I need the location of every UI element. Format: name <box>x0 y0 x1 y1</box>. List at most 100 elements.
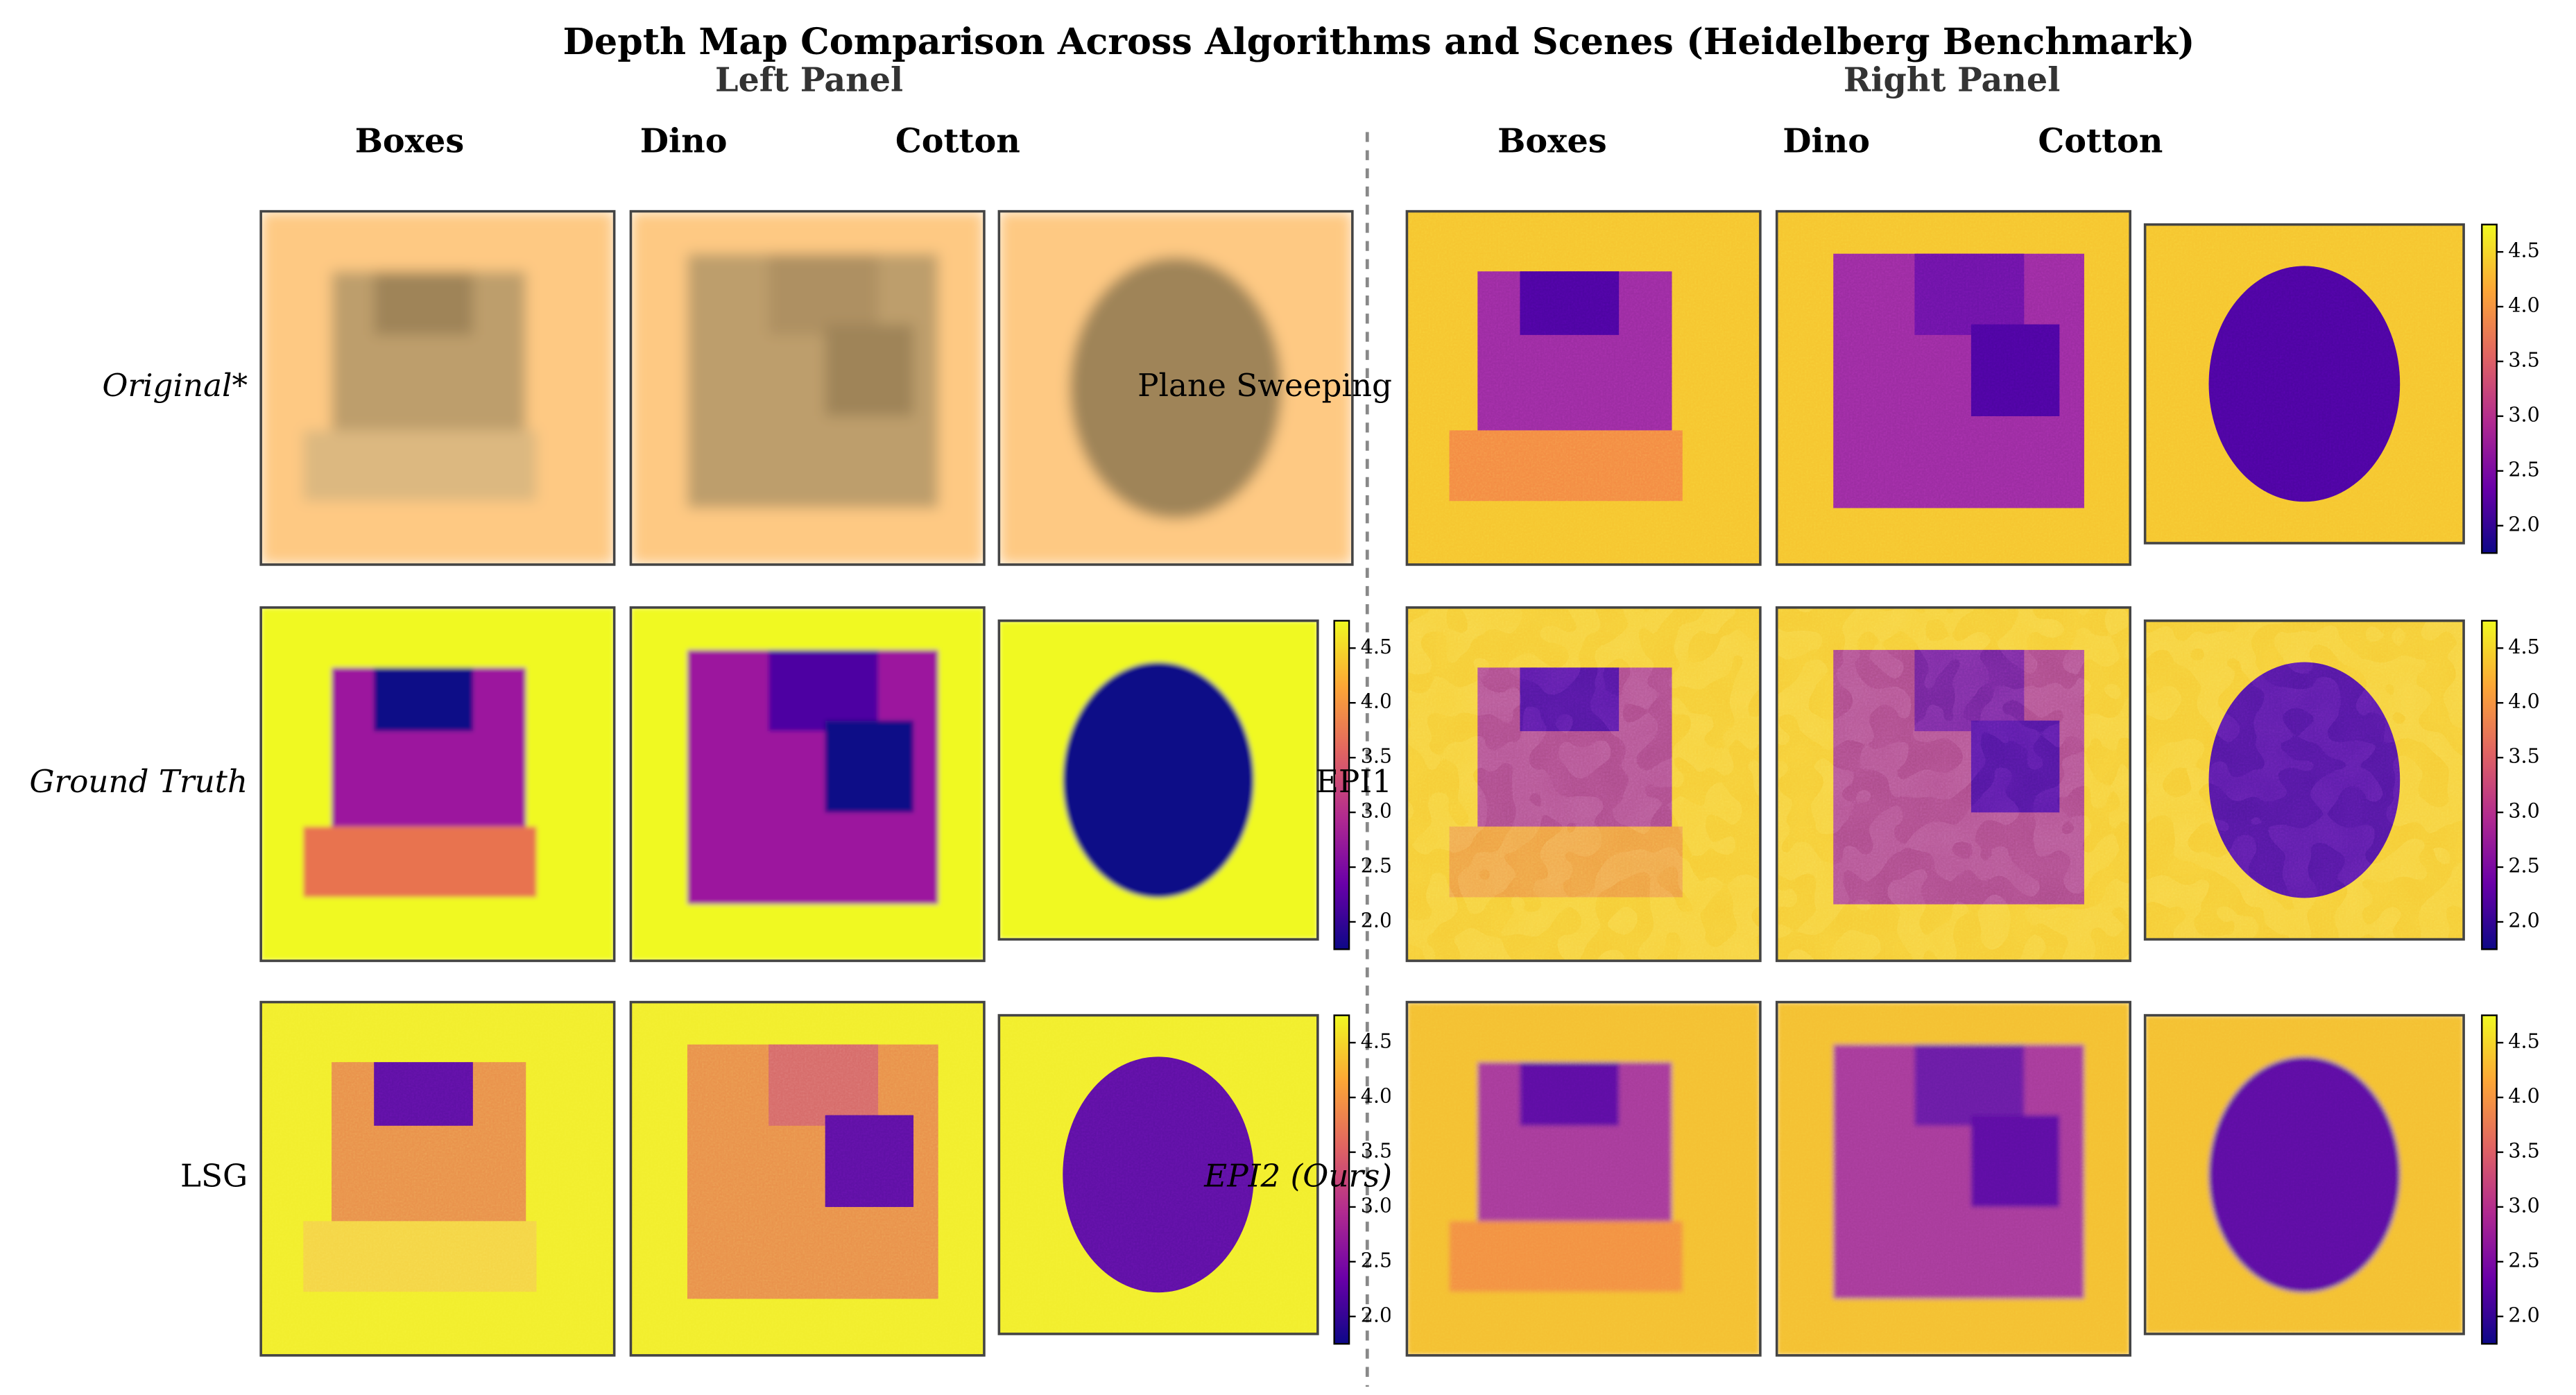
frame <box>1775 209 2131 566</box>
colorbar-tick-label: 4.0 <box>2508 293 2539 317</box>
colorbar-tick-label: 3.0 <box>2508 402 2539 426</box>
pixel-noise <box>1407 211 1760 565</box>
row-label: LSG <box>180 1158 248 1195</box>
colorbar-tick-label: 3.5 <box>1361 1138 1392 1162</box>
depth-map <box>259 606 616 962</box>
frame <box>2143 1013 2465 1335</box>
depth-map <box>629 606 986 962</box>
column-label: Boxes <box>355 122 464 161</box>
depth-map <box>1775 1000 2131 1357</box>
colorbar-tick-label: 3.5 <box>2508 348 2539 371</box>
colorbar-tick-label: 3.5 <box>2508 744 2539 768</box>
colorbar: 2.0 2.5 3.0 3.5 4.0 4.5 <box>2481 223 2540 554</box>
colorbar-tick-label: 4.0 <box>1361 1084 1392 1108</box>
colorbar-tick-label: 4.5 <box>2508 635 2539 658</box>
region <box>768 253 879 335</box>
depth-map <box>2143 223 2465 545</box>
row-label: EPI2 (Ours) <box>1203 1158 1392 1195</box>
frame <box>2143 223 2465 545</box>
frame <box>629 209 986 566</box>
frame <box>1775 1000 2131 1357</box>
region <box>374 667 473 732</box>
colorbar-tick-label: 2.0 <box>2508 908 2539 932</box>
pixel-noise <box>2145 1015 2464 1334</box>
colorbar-tick-label: 4.0 <box>1361 690 1392 713</box>
pixel-noise <box>2145 620 2464 940</box>
depth-content <box>630 211 984 565</box>
colorbar: 2.0 2.5 3.0 3.5 4.0 4.5 <box>1333 619 1392 950</box>
pixel-noise <box>2145 224 2464 543</box>
colorbar-gradient <box>2481 223 2498 554</box>
region <box>303 826 537 898</box>
frame <box>1405 209 1762 566</box>
colorbar-tick-label: 2.5 <box>1361 1248 1392 1272</box>
colorbar-tick-label: 2.5 <box>2508 457 2539 481</box>
colorbar-gradient <box>1333 619 1350 950</box>
frame <box>1405 606 1762 962</box>
colorbar-gradient <box>2481 1014 2498 1345</box>
region <box>825 720 914 813</box>
colorbar-tick-label: 3.0 <box>2508 1193 2539 1217</box>
depth-map <box>997 619 1319 941</box>
depth-map <box>259 1000 616 1357</box>
colorbar-gradient <box>1333 1014 1350 1345</box>
frame <box>1775 606 2131 962</box>
pixel-noise <box>1407 607 1760 961</box>
colorbar-tick-label: 2.0 <box>1361 908 1392 932</box>
frame <box>259 209 616 566</box>
column-label: Cotton <box>895 122 1020 161</box>
row-label: EPI1 <box>1316 763 1392 800</box>
pixel-noise <box>999 1015 1318 1334</box>
colorbar-tick-label: 4.0 <box>2508 1084 2539 1108</box>
row-label: Original* <box>102 367 248 404</box>
column-label: Cotton <box>2038 122 2163 161</box>
pixel-noise <box>1776 211 2131 565</box>
frame <box>997 209 1354 566</box>
region <box>1063 662 1254 898</box>
frame <box>259 606 616 962</box>
frame <box>1405 1000 1762 1357</box>
depth-map <box>997 1013 1319 1335</box>
colorbar: 2.0 2.5 3.0 3.5 4.0 4.5 <box>1333 1014 1392 1345</box>
colorbar-tick-label: 3.5 <box>1361 744 1392 768</box>
colorbar-tick-label: 3.0 <box>1361 799 1392 823</box>
panel-title: Left Panel <box>715 60 903 99</box>
pixel-noise <box>1407 1002 1760 1355</box>
region <box>768 649 879 732</box>
colorbar-tick-label: 2.0 <box>1361 1303 1392 1326</box>
frame <box>259 1000 616 1357</box>
depth-content <box>261 607 615 961</box>
colorbar-gradient <box>2481 619 2498 950</box>
colorbar-tick-label: 3.0 <box>1361 1193 1392 1217</box>
pixel-noise <box>630 1002 984 1355</box>
depth-map <box>997 209 1354 566</box>
depth-map <box>1775 209 2131 566</box>
frame <box>629 1000 986 1357</box>
colorbar: 2.0 2.5 3.0 3.5 4.0 4.5 <box>2481 619 2540 950</box>
colorbar-tick-label: 2.5 <box>2508 854 2539 878</box>
colorbar: 2.0 2.5 3.0 3.5 4.0 4.5 <box>2481 1014 2540 1345</box>
depth-map <box>1775 606 2131 962</box>
row-label: Ground Truth <box>29 763 248 800</box>
column-label: Dino <box>1783 122 1870 161</box>
depth-content <box>630 607 984 961</box>
colorbar-tick-label: 4.0 <box>2508 690 2539 713</box>
pixel-noise <box>261 1002 615 1355</box>
depth-map <box>1405 1000 1762 1357</box>
colorbar-tick-label: 4.5 <box>1361 635 1392 658</box>
depth-map <box>629 1000 986 1357</box>
frame <box>2143 619 2465 941</box>
depth-map <box>629 209 986 566</box>
colorbar-tick-label: 3.5 <box>2508 1138 2539 1162</box>
depth-content <box>999 211 1353 565</box>
colorbar-tick-label: 2.5 <box>1361 854 1392 878</box>
column-label: Dino <box>640 122 728 161</box>
row-label: Plane Sweeping <box>1137 367 1392 404</box>
depth-content <box>999 620 1318 940</box>
depth-map <box>1405 606 1762 962</box>
region <box>1070 257 1282 519</box>
depth-map <box>2143 1013 2465 1335</box>
frame <box>997 1013 1319 1335</box>
colorbar-tick-label: 4.5 <box>2508 239 2539 262</box>
